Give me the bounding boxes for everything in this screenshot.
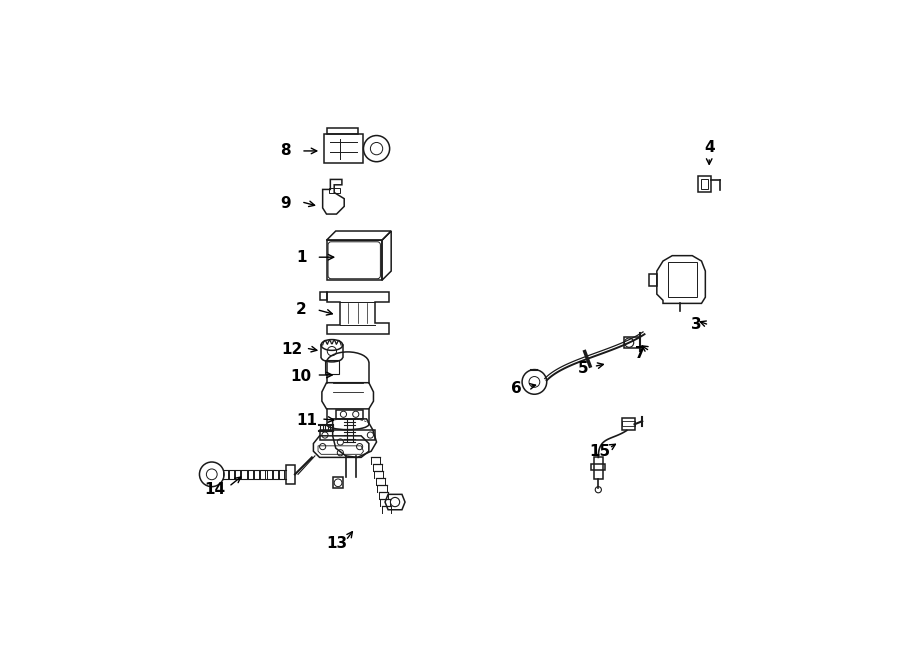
Text: 11: 11 — [297, 413, 318, 428]
Text: 13: 13 — [326, 536, 347, 551]
Text: 14: 14 — [204, 483, 225, 497]
Text: 4: 4 — [704, 140, 715, 155]
Text: 15: 15 — [590, 444, 610, 459]
Text: 7: 7 — [634, 346, 645, 361]
Text: 8: 8 — [281, 143, 291, 159]
Text: 3: 3 — [691, 317, 701, 332]
Text: 9: 9 — [281, 196, 291, 211]
Text: 1: 1 — [296, 250, 306, 264]
Text: 10: 10 — [291, 369, 311, 384]
Text: 12: 12 — [281, 342, 302, 357]
Text: 5: 5 — [578, 362, 589, 376]
Text: 2: 2 — [296, 302, 307, 317]
Text: 6: 6 — [511, 381, 522, 395]
